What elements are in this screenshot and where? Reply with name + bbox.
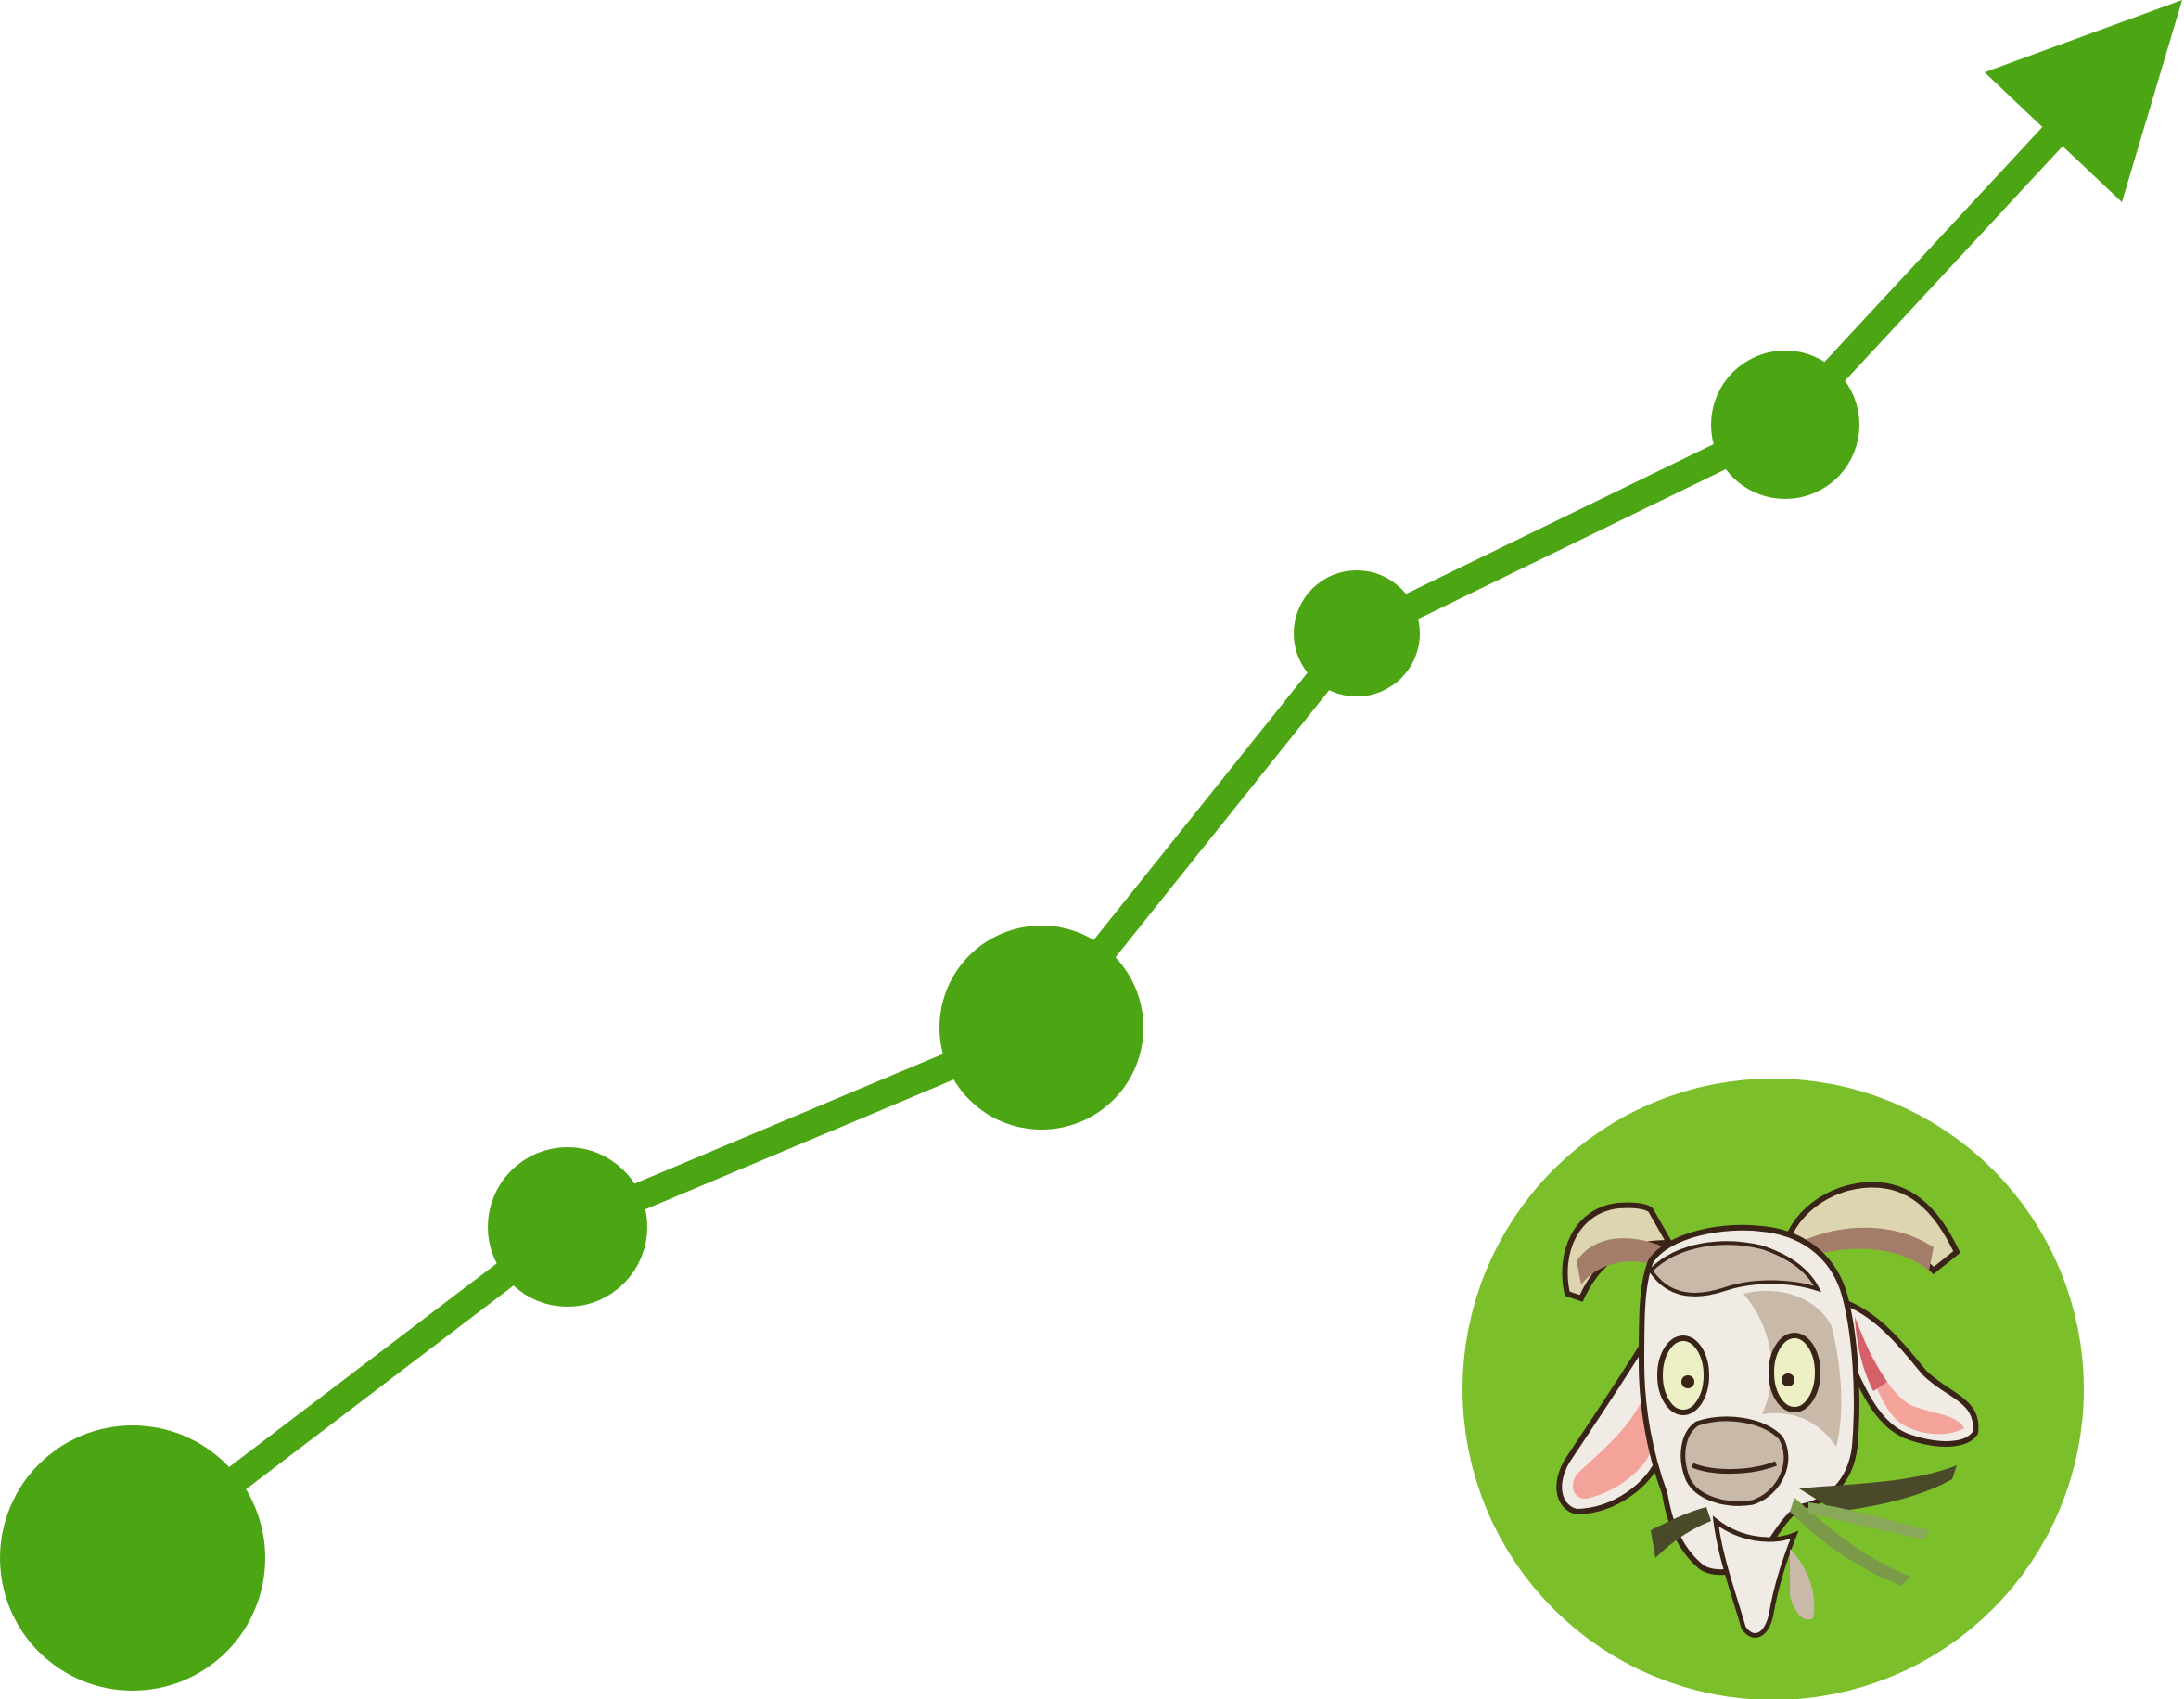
trend-point xyxy=(939,926,1143,1130)
right-eye xyxy=(1769,1333,1820,1412)
grass-blade xyxy=(1790,1498,1910,1586)
left-ear-inner xyxy=(1572,1391,1655,1499)
goat-mascot-icon xyxy=(1462,1079,2084,1699)
left-pupil xyxy=(1681,1375,1694,1388)
left-horn-shade xyxy=(1577,1238,1665,1284)
right-pupil xyxy=(1782,1373,1794,1386)
forehead-tuft xyxy=(1648,1241,1821,1297)
arrowhead-icon xyxy=(1985,0,2182,202)
left-eye xyxy=(1657,1335,1709,1415)
grass-blade xyxy=(1651,1507,1711,1558)
beard-shade xyxy=(1790,1549,1815,1620)
trend-point xyxy=(0,1425,265,1691)
grass-blade xyxy=(1799,1465,1957,1512)
grass-blade xyxy=(1808,1502,1929,1539)
trend-point xyxy=(488,1147,647,1307)
right-ear-inner-dark xyxy=(1855,1317,1887,1391)
goat-beard xyxy=(1712,1515,1799,1638)
trend-point xyxy=(1711,351,1859,499)
right-horn-shade xyxy=(1799,1227,1934,1271)
trend-point xyxy=(1294,570,1420,696)
goat-mouth xyxy=(1692,1461,1777,1474)
goat-snout xyxy=(1680,1416,1789,1506)
